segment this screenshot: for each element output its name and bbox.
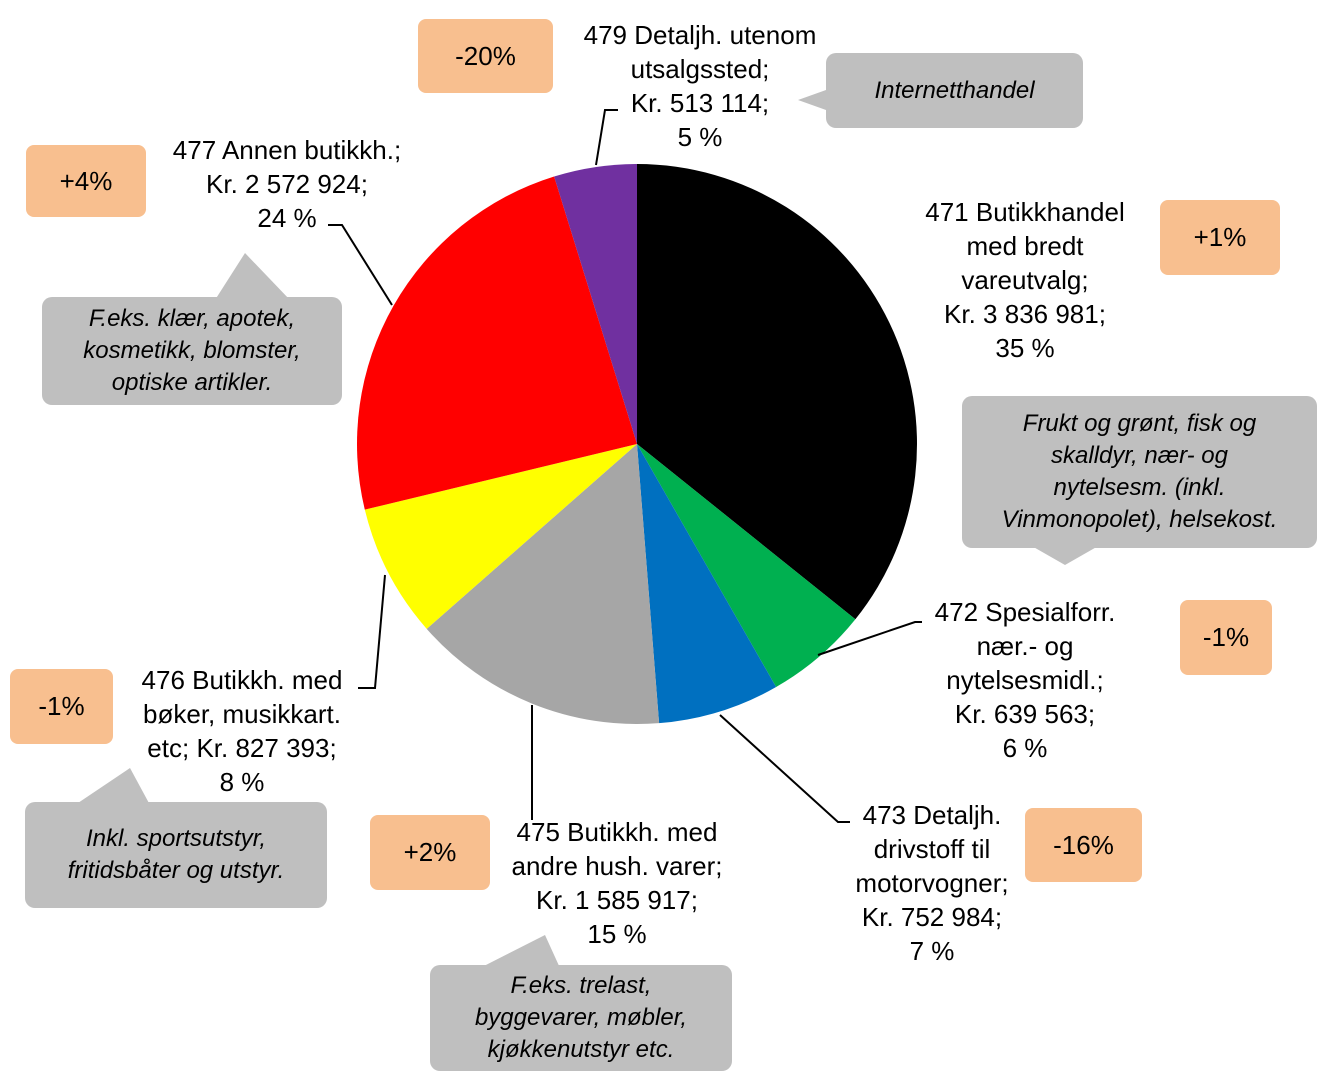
category-label: 472 Spesialforr. nær.- og nytelsesmidl.;	[934, 597, 1116, 695]
percent-label: 5 %	[677, 122, 723, 152]
note-line: fritidsbåter og utstyr.	[67, 857, 285, 884]
percent-label: 24 %	[257, 203, 317, 233]
note-line: kjøkkenutstyr etc.	[487, 1036, 675, 1063]
percent-label: 15 %	[587, 919, 647, 949]
value-label: Kr. 639 563;	[954, 699, 1096, 729]
category-label: 479 Detaljh. utenom utsalgssted;	[583, 20, 817, 84]
change-badge: -1%	[10, 669, 113, 744]
callouts	[25, 53, 1317, 1071]
percent-label: 35 %	[995, 333, 1055, 363]
pie	[357, 164, 917, 724]
category-label: 476 Butikkh. med bøker, musikkart. etc;	[141, 665, 343, 763]
note-line: optiske artikler.	[111, 369, 273, 396]
category-label: 471 Butikkhandel med bredt vareutvalg;	[925, 197, 1125, 295]
callout-note: Internetthandel	[826, 53, 1083, 128]
note-line: nytelsesm. (inkl.	[1053, 474, 1226, 501]
note-line: kosmetikk, blomster,	[83, 337, 301, 364]
note-line: byggevarer, møbler,	[474, 1004, 688, 1031]
callout-note: F.eks. klær, apotek, kosmetikk, blomster,…	[42, 297, 342, 405]
note-line: F.eks. klær, apotek,	[88, 305, 296, 332]
change-badge: -1%	[1180, 600, 1272, 675]
note-line: skalldyr, nær- og	[1051, 442, 1228, 469]
callout-note: Inkl. sportsutstyr, fritidsbåter og utsty…	[25, 802, 327, 908]
percent-label: 7 %	[909, 936, 955, 966]
slice-label: 477 Annen butikkh.; Kr. 2 572 924; 24 %	[152, 133, 422, 235]
pie-slice	[554, 164, 637, 444]
change-badge: +2%	[370, 815, 490, 890]
percent-label: 6 %	[1002, 733, 1048, 763]
pie-slice	[637, 444, 777, 724]
category-label: 473 Detaljh. drivstoff til motorvogner;	[855, 800, 1009, 898]
change-badge: -20%	[418, 19, 553, 93]
change-badge: -16%	[1025, 808, 1142, 882]
note-line: Internetthandel	[874, 76, 1035, 104]
slice-label: 473 Detaljh. drivstoff til motorvogner; …	[837, 798, 1027, 968]
pie-slice	[637, 444, 856, 687]
value-label: Kr. 3 836 981;	[944, 299, 1106, 329]
slice-label: 476 Butikkh. med bøker, musikkart. etc; …	[122, 663, 362, 799]
change-badge: +1%	[1160, 200, 1280, 275]
note-line: Frukt og grønt, fisk og	[1022, 410, 1257, 437]
change-badge: +4%	[26, 145, 146, 217]
value-label: Kr. 752 984;	[861, 902, 1003, 932]
note-line: Vinmonopolet), helsekost.	[1001, 506, 1278, 533]
slice-label: 471 Butikkhandel med bredt vareutvalg; K…	[905, 195, 1145, 365]
pie-slice	[364, 444, 637, 629]
category-label: 475 Butikkh. med andre hush. varer;	[511, 817, 723, 881]
note-line: Inkl. sportsutstyr,	[85, 825, 267, 852]
percent-label: 8 %	[219, 767, 265, 797]
callout-note: F.eks. trelast, byggevarer, møbler, kjøkke…	[430, 965, 732, 1071]
value-label: Kr. 827 393;	[196, 733, 337, 763]
slice-label: 479 Detaljh. utenom utsalgssted; Kr. 513…	[565, 18, 835, 154]
pie-slice	[426, 444, 660, 724]
pie-slice	[357, 176, 637, 510]
slice-label: 472 Spesialforr. nær.- og nytelsesmidl.;…	[915, 595, 1135, 765]
value-label: Kr. 2 572 924;	[206, 169, 368, 199]
leader-lines	[328, 109, 922, 823]
note-line: F.eks. trelast,	[510, 972, 652, 999]
slice-label: 475 Butikkh. med andre hush. varer; Kr. …	[487, 815, 747, 951]
callout-note: Frukt og grønt, fisk og skalldyr, nær- og…	[962, 396, 1317, 548]
value-label: Kr. 1 585 917;	[536, 885, 698, 915]
category-label: 477 Annen butikkh.;	[172, 135, 402, 165]
pie-slice	[637, 164, 917, 620]
value-label: Kr. 513 114;	[630, 88, 770, 118]
